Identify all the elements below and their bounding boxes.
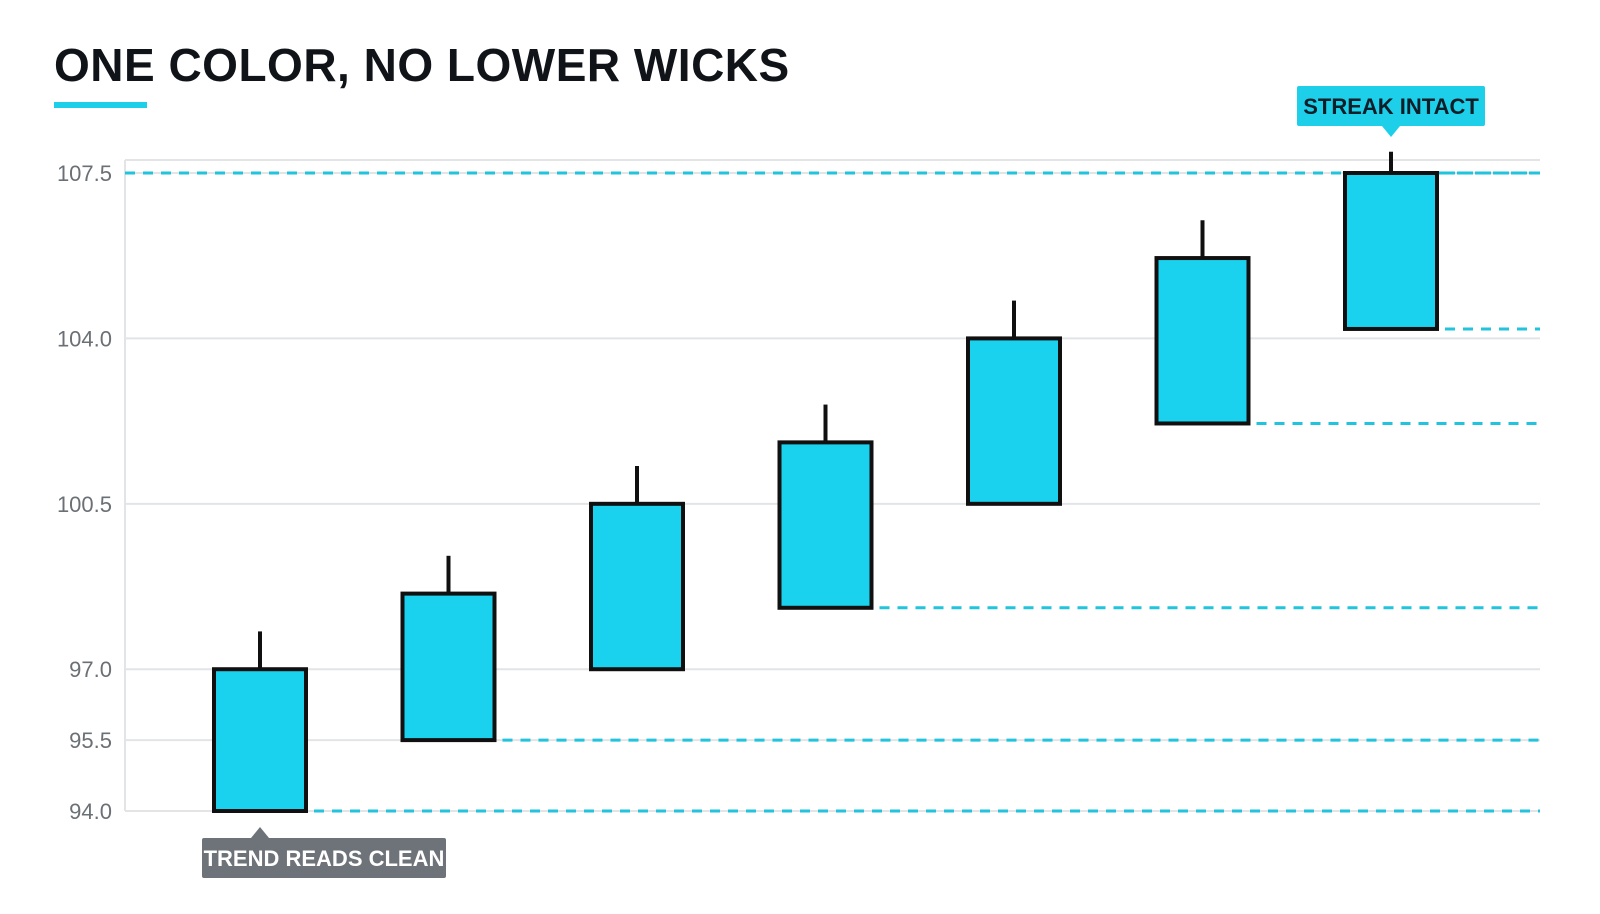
candle-upper-wick xyxy=(258,631,262,670)
y-tick-label: 107.5 xyxy=(57,161,112,186)
candle-upper-wick xyxy=(1200,220,1205,259)
candle-7 xyxy=(1343,151,1439,331)
candle-6 xyxy=(1154,220,1251,426)
candle-upper-wick xyxy=(635,466,639,504)
y-tick-label: 104.0 xyxy=(57,326,112,351)
callout-trend: TREND READS CLEAN xyxy=(202,827,446,878)
y-tick-label: 97.0 xyxy=(69,657,112,682)
candle-4 xyxy=(777,404,874,610)
candle-upper-wick xyxy=(1389,151,1393,173)
candle-body xyxy=(1154,256,1251,426)
callout-streak: STREAK INTACT xyxy=(1297,86,1485,137)
title-underline xyxy=(54,102,147,108)
candle-body xyxy=(777,440,874,610)
y-axis-ticks: 107.5 104.0 100.5 97.0 95.5 94.0 xyxy=(57,161,112,824)
candle-2 xyxy=(400,555,497,743)
candle-body xyxy=(212,667,308,813)
callouts: STREAK INTACT TREND READS CLEAN xyxy=(202,86,1485,878)
support-levels xyxy=(125,171,1540,813)
callout-box xyxy=(1297,86,1485,126)
candle-upper-wick xyxy=(1012,300,1016,339)
candle-upper-wick xyxy=(823,404,828,443)
y-tick-label: 100.5 xyxy=(57,492,112,517)
candle-body xyxy=(1343,171,1439,331)
candle-3 xyxy=(589,466,685,672)
candle-5 xyxy=(966,300,1062,506)
candle-body xyxy=(966,336,1062,506)
candles xyxy=(212,151,1439,813)
callout-label: TREND READS CLEAN xyxy=(204,846,445,871)
candle-upper-wick xyxy=(446,555,451,594)
y-tick-label: 94.0 xyxy=(69,799,112,824)
chart-title: ONE COLOR, NO LOWER WICKS xyxy=(54,39,790,91)
callout-pointer xyxy=(1382,126,1400,137)
candle-body xyxy=(400,591,497,743)
callout-label: STREAK INTACT xyxy=(1303,94,1479,119)
y-tick-label: 95.5 xyxy=(69,728,112,753)
callout-box xyxy=(202,838,446,878)
callout-pointer xyxy=(251,827,269,838)
candle-body xyxy=(589,501,685,672)
candle-1 xyxy=(212,631,308,813)
